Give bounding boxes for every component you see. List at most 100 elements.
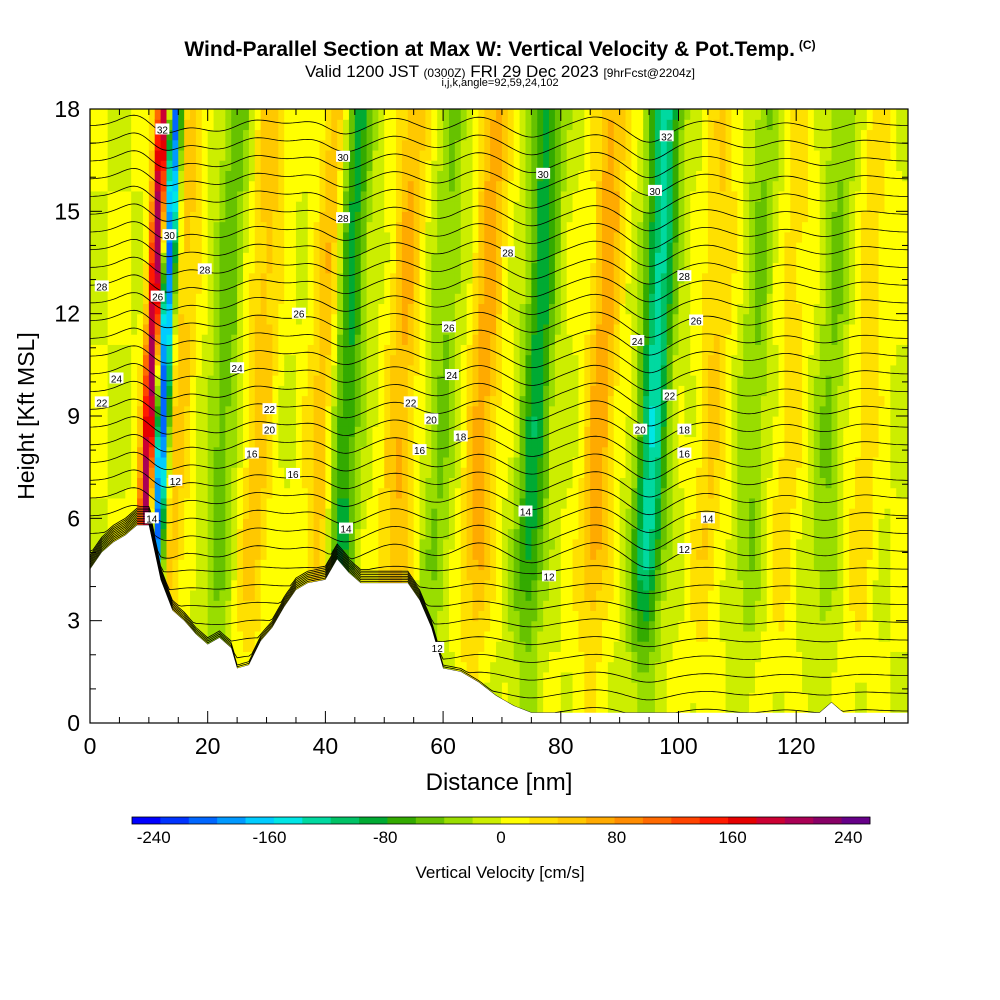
- velocity-cell: [484, 487, 491, 499]
- velocity-cell: [460, 303, 468, 315]
- velocity-cell: [513, 559, 521, 571]
- velocity-cell: [431, 528, 438, 540]
- velocity-cell: [219, 262, 226, 274]
- velocity-cell: [413, 293, 421, 305]
- velocity-cell: [454, 354, 462, 366]
- velocity-cell: [154, 262, 162, 274]
- velocity-cell: [425, 170, 432, 182]
- velocity-cell: [466, 149, 474, 161]
- velocity-cell: [107, 201, 115, 212]
- velocity-cell: [301, 272, 309, 284]
- velocity-cell: [266, 436, 274, 448]
- velocity-cell: [248, 610, 256, 622]
- velocity-cell: [284, 395, 291, 407]
- velocity-cell: [237, 293, 244, 305]
- velocity-cell: [437, 242, 444, 253]
- velocity-cell: [337, 170, 344, 182]
- velocity-cell: [366, 129, 374, 141]
- velocity-cell: [337, 272, 344, 284]
- velocity-cell: [337, 385, 344, 397]
- velocity-cell: [319, 170, 326, 182]
- velocity-cell: [566, 160, 574, 171]
- velocity-cell: [419, 190, 427, 202]
- velocity-cell: [454, 641, 462, 652]
- velocity-cell: [390, 129, 397, 141]
- velocity-cell: [366, 364, 374, 376]
- velocity-cell: [166, 334, 173, 345]
- velocity-cell: [413, 477, 421, 489]
- velocity-cell: [95, 211, 103, 223]
- velocity-cell: [384, 549, 391, 560]
- velocity-cell: [219, 600, 226, 612]
- velocity-cell: [95, 293, 103, 305]
- velocity-cell: [225, 569, 232, 581]
- velocity-cell: [496, 272, 503, 284]
- velocity-cell: [407, 119, 415, 131]
- velocity-cell: [401, 436, 409, 448]
- velocity-cell: [90, 446, 97, 458]
- velocity-cell: [537, 262, 544, 274]
- velocity-cell: [419, 579, 427, 591]
- velocity-cell: [531, 600, 538, 612]
- velocity-cell: [413, 559, 421, 571]
- velocity-cell: [513, 467, 521, 478]
- velocity-cell: [407, 180, 415, 192]
- velocity-cell: [343, 334, 350, 345]
- velocity-cell: [354, 119, 362, 131]
- velocity-cell: [454, 477, 462, 489]
- velocity-cell: [160, 426, 168, 438]
- velocity-cell: [260, 252, 268, 264]
- velocity-cell: [290, 456, 297, 468]
- velocity-cell: [484, 641, 491, 652]
- velocity-cell: [466, 446, 474, 458]
- velocity-cell: [319, 211, 326, 223]
- velocity-cell: [484, 416, 491, 427]
- velocity-cell: [243, 149, 250, 161]
- velocity-cell: [90, 119, 97, 131]
- velocity-cell: [549, 426, 556, 438]
- velocity-cell: [137, 109, 144, 120]
- velocity-cell: [225, 385, 232, 397]
- velocity-cell: [207, 467, 215, 478]
- velocity-cell: [478, 477, 485, 489]
- velocity-cell: [484, 180, 491, 192]
- velocity-cell: [284, 190, 291, 202]
- velocity-cell: [195, 323, 203, 335]
- velocity-cell: [407, 303, 415, 315]
- velocity-cell: [178, 436, 185, 448]
- velocity-cell: [490, 385, 497, 397]
- velocity-cell: [366, 272, 374, 284]
- velocity-cell: [366, 549, 374, 560]
- velocity-cell: [248, 364, 256, 376]
- velocity-cell: [101, 221, 109, 233]
- velocity-cell: [519, 180, 527, 192]
- velocity-cell: [125, 221, 132, 233]
- velocity-cell: [201, 405, 209, 417]
- velocity-cell: [554, 569, 562, 581]
- velocity-cell: [137, 467, 144, 478]
- velocity-cell: [319, 149, 326, 161]
- velocity-cell: [572, 282, 580, 294]
- velocity-cell: [313, 211, 321, 223]
- velocity-cell: [207, 242, 215, 253]
- velocity-cell: [348, 190, 356, 202]
- velocity-cell: [307, 149, 315, 161]
- velocity-cell: [484, 242, 491, 253]
- velocity-cell: [154, 313, 162, 325]
- velocity-cell: [437, 589, 444, 601]
- velocity-cell: [195, 528, 203, 540]
- velocity-cell: [543, 630, 550, 642]
- velocity-cell: [101, 364, 109, 376]
- velocity-cell: [372, 139, 379, 151]
- velocity-cell: [184, 242, 191, 253]
- velocity-cell: [248, 497, 256, 509]
- velocity-cell: [325, 467, 332, 478]
- velocity-cell: [231, 497, 238, 509]
- velocity-cell: [425, 293, 432, 305]
- velocity-cell: [172, 272, 179, 284]
- velocity-cell: [401, 221, 409, 233]
- velocity-cell: [454, 385, 462, 397]
- velocity-cell: [301, 323, 309, 335]
- velocity-cell: [313, 313, 321, 325]
- velocity-cell: [101, 497, 109, 509]
